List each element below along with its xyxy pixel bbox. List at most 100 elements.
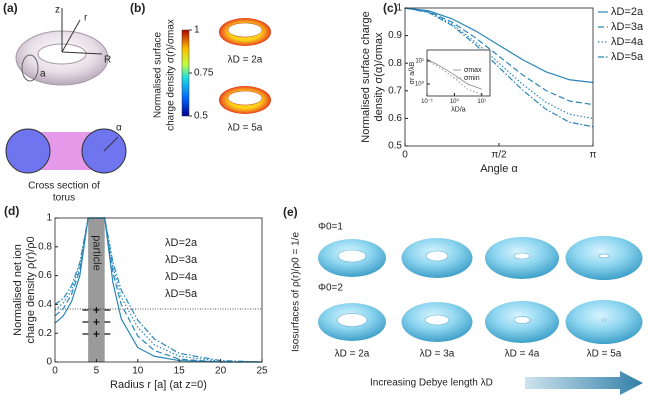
y-tick-label: 0.9: [388, 30, 402, 41]
highlight-label: particle: [90, 235, 102, 270]
plot-area: [55, 218, 262, 362]
column-label: λD = 4a: [505, 349, 540, 360]
axes-frame: [54, 217, 263, 363]
y-tick-label: 0.6: [38, 270, 52, 281]
x-tick-label: 15: [174, 366, 186, 377]
panel-label: (d): [4, 204, 19, 218]
row-label: Φ0=2: [318, 283, 343, 294]
legend-label: λD=2a: [611, 6, 644, 18]
y-tick-label: 1: [396, 3, 402, 14]
panel-b: (b) Normalised surface charge density σ(…: [130, 1, 271, 134]
highlight-band: [88, 218, 105, 362]
x-tick-label: π/2: [491, 150, 507, 161]
isosurface-hole: [337, 249, 367, 263]
column-label: λD = 2a: [335, 349, 370, 360]
isosurface-hole: [424, 314, 450, 326]
panel-label: (b): [130, 1, 145, 15]
axis-label: z: [55, 5, 60, 16]
y-tick-label: 0.5: [388, 141, 402, 152]
series-line: [404, 7, 594, 84]
legend-label: λD=5a: [165, 288, 198, 300]
colorbar-tick-label: 0.5: [194, 111, 208, 122]
torus-label: λD = 2a: [228, 55, 263, 66]
y-axis-label: Isosurfaces of ρ(r)/ρ0 = 1/e: [291, 232, 302, 352]
colorbar: [181, 29, 190, 117]
legend-label: σmin: [464, 75, 480, 82]
legend-label: σmax: [464, 67, 482, 74]
x-tick-label: π: [590, 150, 597, 161]
series-line: [54, 217, 262, 363]
angle-label: α: [116, 123, 122, 134]
series-line: [404, 7, 594, 106]
isosurface-hole: [513, 252, 531, 260]
series-line: [54, 217, 263, 363]
y-tick-label: 0.8: [38, 241, 52, 252]
torus-hole: [227, 22, 263, 38]
legend-label: λD=5a: [611, 51, 644, 63]
colorbar-tick-label: 1: [194, 25, 200, 36]
colorbar-label: Normalised surface: [153, 31, 164, 118]
x-tick-label: 0: [52, 366, 58, 377]
x-tick-label: 25: [256, 366, 268, 377]
panel-a: (a) z r R a α Cross section of torus: [3, 1, 127, 204]
isosurface-hole: [598, 253, 610, 259]
torus-label: λD = 5a: [228, 123, 263, 134]
x-tick-label: 10¹: [477, 99, 486, 105]
y-tick-label: 0.8: [388, 58, 402, 69]
legend-label: λD=4a: [611, 36, 644, 48]
series-line: [54, 217, 263, 363]
legend-label: λD=3a: [165, 254, 198, 266]
legend-label: λD=3a: [611, 21, 644, 33]
x-axis-label: Radius r [a] (at z=0): [110, 379, 207, 391]
torus-hole: [227, 90, 263, 106]
isosurface-hole: [336, 313, 368, 327]
panel-label: (c): [383, 1, 398, 15]
caption: torus: [53, 193, 75, 204]
column-label: λD = 5a: [587, 349, 622, 360]
y-tick-label: 10¹: [415, 59, 424, 65]
angle-line: [103, 136, 119, 152]
panel-label: (a): [3, 1, 18, 15]
y-tick-label: 0.6: [388, 113, 402, 124]
cross-section: [21, 54, 39, 82]
legend-label: λD=4a: [165, 271, 198, 283]
x-tick-label: 20: [215, 366, 227, 377]
y-axis-label: charge density ρ(r)/ρ0: [25, 236, 37, 343]
cross-section-circle: [5, 128, 51, 174]
axes-frame: [426, 49, 491, 97]
isosurface-hole: [425, 250, 449, 262]
series-line: [404, 7, 594, 119]
axis-label: a: [40, 69, 46, 80]
axis: [61, 19, 81, 53]
y-tick-label: 10⁰: [415, 81, 425, 88]
legend-label: λD=2a: [165, 237, 198, 249]
x-axis-label: Angle α: [480, 163, 518, 175]
row-label: Φ0=1: [318, 222, 343, 233]
arrow-label: Increasing Debye length λD: [370, 378, 493, 389]
y-tick-label: 0.4: [38, 299, 52, 310]
y-axis-label: σr a/λB: [409, 61, 416, 84]
arrow: [525, 371, 643, 395]
x-axis-label: λD/a: [451, 107, 466, 114]
y-tick-label: 0.2: [38, 328, 52, 339]
x-tick-label: 10⁻¹: [421, 99, 433, 105]
x-tick-label: 10⁰: [450, 98, 460, 105]
y-tick-label: 1: [46, 213, 52, 224]
axis: [61, 51, 103, 55]
y-axis-label: Normalised net ion: [12, 244, 24, 336]
colorbar-label: charge density σ(r)/σmax: [166, 19, 177, 131]
y-tick-label: 0.7: [388, 85, 402, 96]
x-tick-label: 5: [94, 366, 100, 377]
axis-label: R: [104, 55, 111, 66]
series-line: [426, 58, 482, 90]
y-tick-label: 0: [46, 357, 52, 368]
x-tick-label: 10: [132, 366, 144, 377]
colorbar-tick-label: 0.75: [194, 68, 214, 79]
panel-e: (e) Isosurfaces of ρ(r)/ρ0 = 1/e Φ0=1 Φ0…: [283, 205, 643, 395]
panel-label: (e): [283, 205, 298, 219]
caption: Cross section of: [28, 181, 100, 192]
x-tick-label: 0: [402, 150, 408, 161]
y-axis-label: density σ(α)/σmax: [373, 32, 385, 122]
